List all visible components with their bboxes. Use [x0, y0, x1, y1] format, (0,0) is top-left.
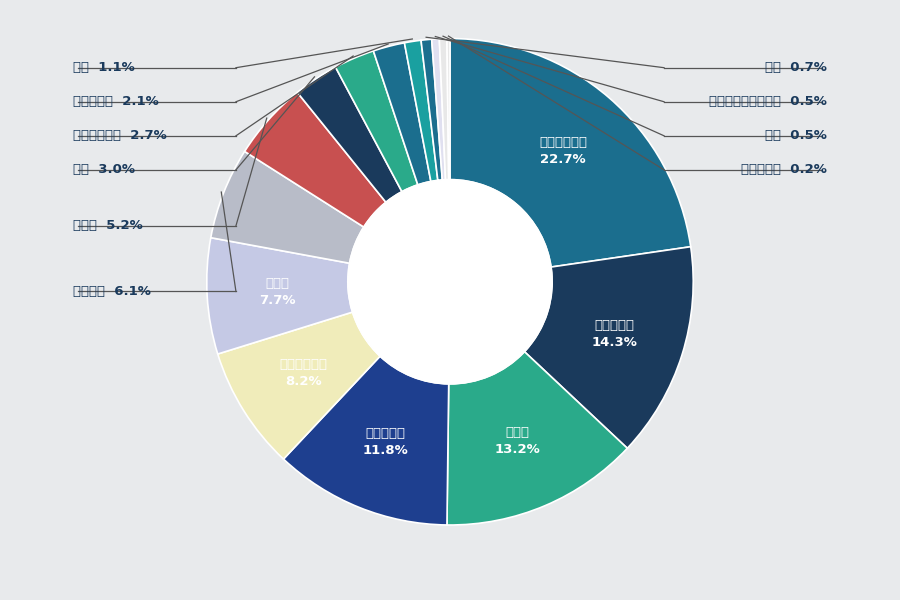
Text: 建設業
7.7%: 建設業 7.7%	[259, 277, 296, 307]
Text: 卸売・小売業
22.7%: 卸売・小売業 22.7%	[539, 136, 587, 166]
Text: 不動産業  6.1%: 不動産業 6.1%	[73, 285, 151, 298]
Text: 教員  0.5%: 教員 0.5%	[765, 130, 827, 142]
Text: 医療  0.7%: 医療 0.7%	[765, 61, 827, 74]
Wedge shape	[404, 40, 437, 181]
Wedge shape	[374, 43, 431, 185]
Wedge shape	[218, 312, 380, 459]
Wedge shape	[447, 352, 627, 525]
Text: 情報通信業
14.3%: 情報通信業 14.3%	[592, 319, 638, 349]
Wedge shape	[245, 92, 386, 227]
Wedge shape	[439, 38, 449, 179]
Text: 製造業
13.2%: 製造業 13.2%	[495, 425, 541, 455]
Wedge shape	[207, 238, 353, 354]
Wedge shape	[432, 39, 446, 180]
Text: 運輸・郵便業  2.7%: 運輸・郵便業 2.7%	[73, 130, 166, 142]
Text: 電気・ガス・水道業  0.5%: 電気・ガス・水道業 0.5%	[709, 95, 827, 108]
Text: サービス業
11.8%: サービス業 11.8%	[363, 427, 409, 457]
Wedge shape	[284, 356, 449, 525]
Text: 公務員  5.2%: 公務員 5.2%	[73, 220, 143, 232]
Text: 教育  1.1%: 教育 1.1%	[73, 61, 135, 74]
Circle shape	[347, 179, 553, 384]
Wedge shape	[336, 51, 418, 191]
Wedge shape	[450, 38, 690, 267]
Text: 自営  3.0%: 自営 3.0%	[73, 163, 135, 176]
Text: 金融・保険業
8.2%: 金融・保険業 8.2%	[280, 358, 328, 388]
Wedge shape	[297, 67, 402, 202]
Text: 農業・林業  0.2%: 農業・林業 0.2%	[742, 163, 827, 176]
Wedge shape	[447, 38, 450, 179]
Text: 大学院進学  2.1%: 大学院進学 2.1%	[73, 95, 158, 108]
Wedge shape	[211, 151, 364, 263]
Wedge shape	[525, 247, 693, 448]
Wedge shape	[421, 39, 442, 181]
